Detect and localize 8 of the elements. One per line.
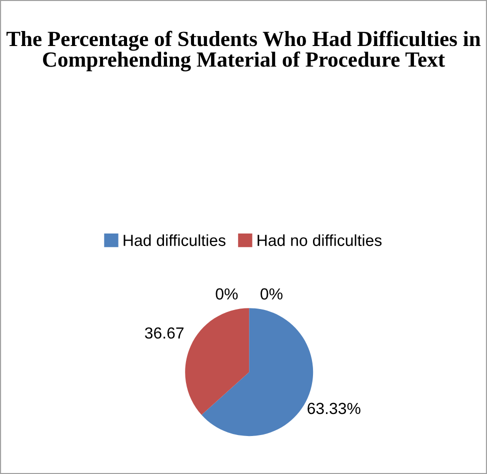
legend-label: Had no difficulties <box>258 234 382 246</box>
pie-slice <box>185 308 250 415</box>
data-label: 36.67 <box>144 327 184 339</box>
text: 0% <box>216 288 238 300</box>
legend-label: Had difficulties <box>124 234 226 246</box>
data-label: 63.33% <box>308 402 360 414</box>
chart-title: The Percentage of Students Who Had Difficulties in Comprehending Material of Procedure Text <box>6 30 480 72</box>
text: 0% <box>260 288 282 300</box>
